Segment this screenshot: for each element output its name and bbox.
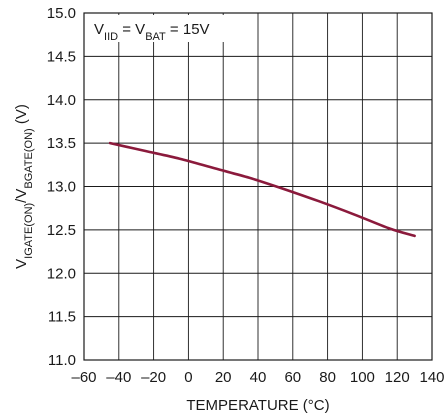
y-axis-title: VIGATE(ON)/VBGATE(ON) (V) [13,104,35,269]
x-tick-label: 20 [215,369,232,386]
x-tick-label: 60 [284,369,301,386]
y-tick-label: 15.0 [47,5,76,22]
annotation-background [88,15,228,42]
x-tick-label: 120 [385,369,410,386]
series-line [108,141,416,238]
series-group [108,141,416,238]
annotation-text: VIID = VBAT = 15V [94,21,210,43]
x-tick-label: –20 [141,369,166,386]
x-tick-label: –60 [71,369,96,386]
tick-labels: –60 –40 –20 0 20 40 60 80 100 120 140 11.0 11.5 12.0 1… [47,5,445,386]
y-tick-label: 13.5 [47,135,76,152]
x-tick-label: 100 [350,369,375,386]
plot-frame [83,12,433,361]
x-tick-label: 0 [184,369,192,386]
y-tick-label: 14.5 [47,48,76,65]
x-tick-label: 140 [419,369,444,386]
y-tick-label: 13.0 [47,179,76,196]
y-tick-label: 12.0 [47,265,76,282]
grid-lines [83,12,433,361]
y-tick-label: 11.5 [48,309,76,326]
x-tick-label: –40 [106,369,131,386]
y-tick-label: 11.0 [48,352,76,369]
y-tick-label: 12.5 [47,222,76,239]
x-tick-label: 80 [319,369,336,386]
x-tick-label: 40 [250,369,267,386]
x-axis-title: TEMPERATURE (°C) [186,397,329,414]
y-tick-label: 14.0 [47,92,76,109]
